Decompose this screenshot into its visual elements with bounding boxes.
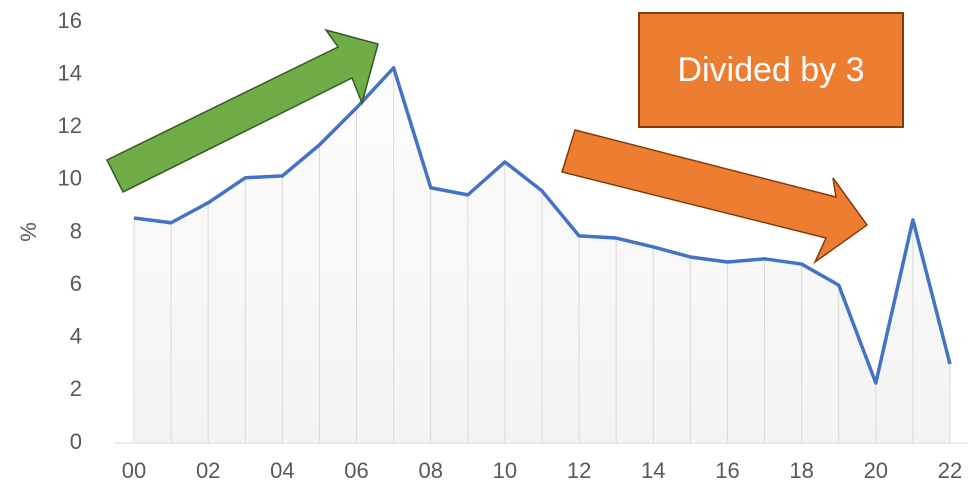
x-tick-label: 04 [270,458,294,483]
x-tick-label: 12 [567,458,591,483]
y-tick-label: 2 [70,376,82,401]
y-axis-label: % [16,222,41,242]
annotation: Divided by 3 [677,51,865,89]
y-tick-label: 6 [70,271,82,296]
x-tick-label: 06 [344,458,368,483]
x-tick-label: 10 [493,458,517,483]
x-tick-label: 14 [641,458,665,483]
y-tick-label: 16 [58,8,82,33]
x-tick-label: 22 [938,458,962,483]
x-tick-label: 18 [789,458,813,483]
x-tick-label: 02 [196,458,220,483]
plot-underlay [133,67,951,443]
x-tick-label: 08 [418,458,442,483]
x-tick-label: 20 [864,458,888,483]
green-arrow [105,28,379,194]
y-tick-label: 10 [58,166,82,191]
y-tick-label: 12 [58,113,82,138]
y-tick-label: 8 [70,218,82,243]
x-tick-label: 00 [122,458,146,483]
y-tick-label: 4 [70,324,82,349]
y-tick-label: 14 [58,60,82,85]
annotation-box: Divided by 3 [638,12,904,128]
x-tick-label: 16 [715,458,739,483]
y-tick-label: 0 [70,429,82,454]
orange-arrow [561,129,869,265]
line-series [133,66,952,385]
